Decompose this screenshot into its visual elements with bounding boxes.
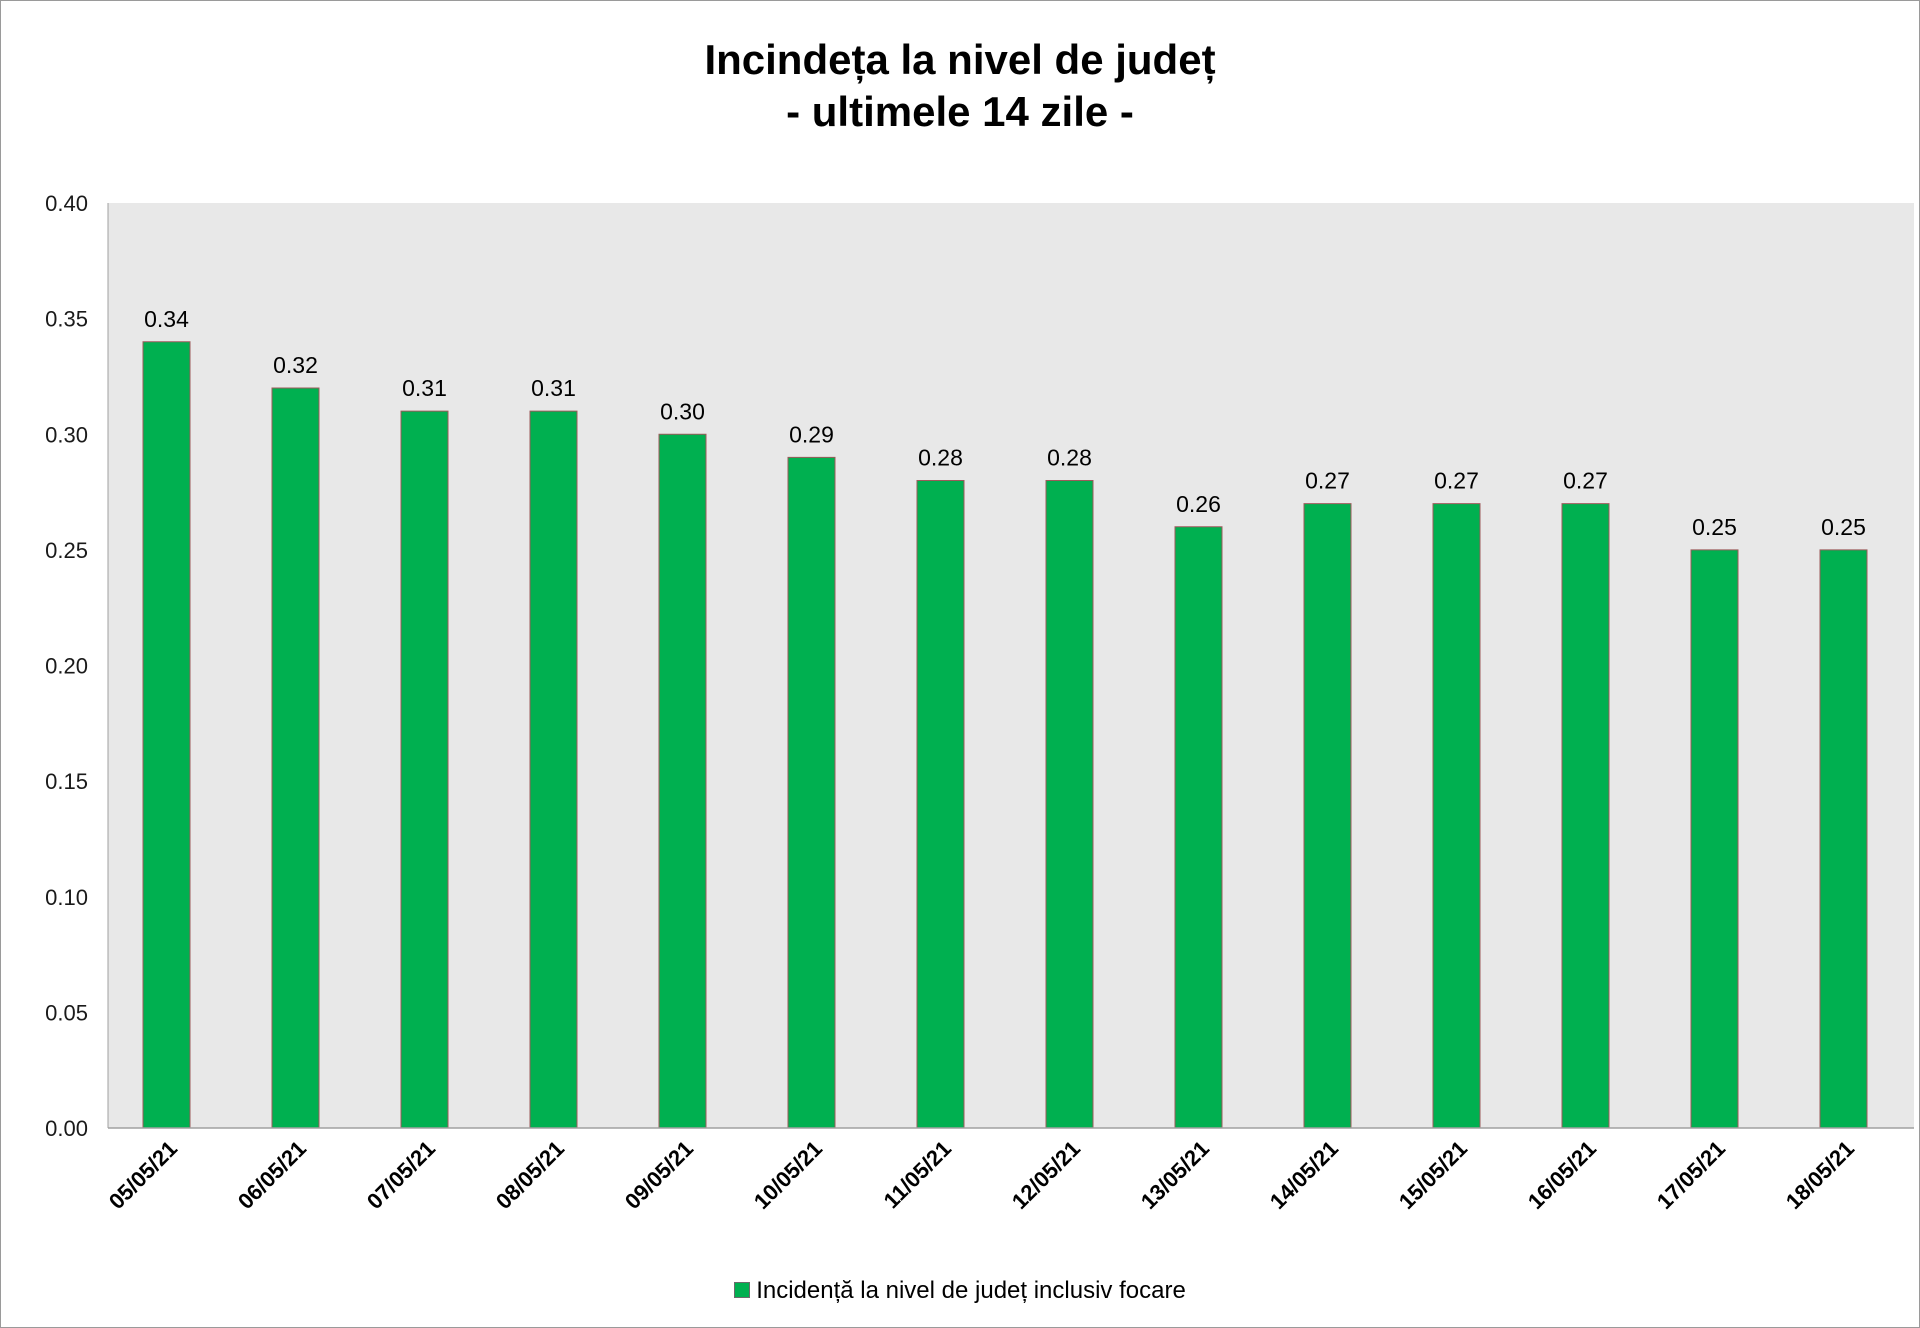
data-label: 0.32 — [273, 352, 318, 378]
data-label: 0.34 — [144, 306, 189, 332]
data-label: 0.25 — [1821, 514, 1866, 540]
x-axis: 05/05/21 06/05/21 07/05/21 08/05/21 09/05/21… — [104, 1127, 1914, 1214]
data-label: 0.27 — [1434, 468, 1479, 494]
bar — [1174, 526, 1223, 1129]
data-label: 0.29 — [789, 421, 834, 447]
y-tick-label: 0.30 — [45, 422, 88, 447]
x-tick-label: 12/05/21 — [1007, 1136, 1085, 1214]
x-tick-label: 09/05/21 — [620, 1136, 698, 1214]
x-tick-label: 16/05/21 — [1523, 1136, 1601, 1214]
data-label: 0.30 — [660, 398, 705, 424]
bar — [1819, 549, 1868, 1129]
y-axis: 0.00 0.05 0.10 0.15 0.20 0.25 0.30 0.35 0.40 — [45, 191, 109, 1141]
legend-label: Incidență la nivel de județ inclusiv foc… — [756, 1277, 1186, 1304]
x-tick-label: 13/05/21 — [1136, 1136, 1214, 1214]
bar — [1690, 549, 1739, 1129]
x-tick-label: 14/05/21 — [1265, 1136, 1343, 1214]
bar — [1045, 480, 1094, 1129]
bars — [142, 341, 1868, 1129]
bar — [271, 387, 320, 1129]
y-tick-label: 0.35 — [45, 307, 88, 332]
data-label: 0.28 — [918, 445, 963, 471]
x-tick-label: 18/05/21 — [1781, 1136, 1859, 1214]
x-tick-label: 08/05/21 — [491, 1136, 569, 1214]
x-tick-label: 10/05/21 — [749, 1136, 827, 1214]
data-label: 0.27 — [1305, 468, 1350, 494]
data-label: 0.31 — [531, 375, 576, 401]
x-tick-label: 05/05/21 — [104, 1136, 182, 1214]
x-tick-label: 07/05/21 — [362, 1136, 440, 1214]
bar — [787, 456, 836, 1129]
chart-title-line-1: Incindeța la nivel de județ — [704, 36, 1216, 83]
data-label: 0.26 — [1176, 491, 1221, 517]
data-label: 0.27 — [1563, 468, 1608, 494]
bar — [400, 410, 449, 1129]
x-tick-label: 11/05/21 — [879, 1136, 956, 1213]
chart-title-line-2: - ultimele 14 zile - — [786, 88, 1134, 135]
legend-swatch — [734, 1282, 751, 1298]
x-tick-label: 17/05/21 — [1652, 1136, 1730, 1214]
bar — [916, 480, 965, 1129]
y-tick-label: 0.20 — [45, 654, 88, 679]
bar — [1432, 503, 1481, 1129]
y-tick-label: 0.15 — [45, 769, 88, 794]
legend: Incidență la nivel de județ inclusiv foc… — [0, 1277, 1920, 1305]
bar — [1561, 503, 1610, 1129]
plot-area — [108, 203, 1914, 1128]
bar — [529, 410, 578, 1129]
x-tick-label: 15/05/21 — [1394, 1136, 1472, 1214]
y-tick-label: 0.25 — [45, 538, 88, 563]
bar — [658, 433, 707, 1129]
data-label: 0.31 — [402, 375, 447, 401]
data-label: 0.25 — [1692, 514, 1737, 540]
data-labels: 0.34 0.32 0.31 0.31 0.30 0.29 0.28 0.28 0.26 0.27… — [144, 306, 1866, 540]
chart-title: Incindeța la nivel de județ - ultimele 1… — [0, 34, 1920, 138]
data-label: 0.28 — [1047, 445, 1092, 471]
y-tick-label: 0.05 — [45, 1000, 88, 1025]
y-tick-label: 0.00 — [45, 1116, 88, 1141]
bar — [1303, 503, 1352, 1129]
y-tick-label: 0.40 — [45, 191, 88, 216]
bar — [142, 341, 191, 1129]
x-tick-label: 06/05/21 — [233, 1136, 311, 1214]
y-tick-label: 0.10 — [45, 885, 88, 910]
